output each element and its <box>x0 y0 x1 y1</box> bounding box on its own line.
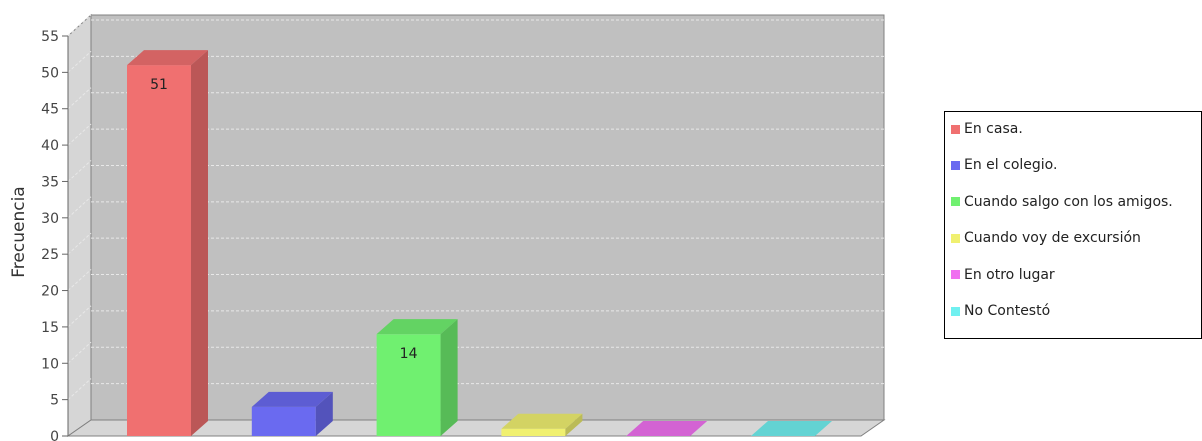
gridlines <box>67 14 884 401</box>
gridline-side <box>67 305 92 328</box>
bar-1: 51 <box>127 50 208 436</box>
legend-swatch <box>951 270 960 280</box>
legend-label: Cuando salgo con los amigos. <box>964 193 1173 210</box>
bar-side <box>191 50 208 436</box>
y-tick-label: 15 <box>41 320 59 336</box>
legend-swatch <box>951 197 960 207</box>
legend-label: Cuando voy de excursión <box>964 230 1141 247</box>
y-tick-label: 55 <box>41 29 59 45</box>
bar-side <box>440 319 458 436</box>
gridline-side <box>67 269 92 291</box>
bar-5 <box>626 421 708 436</box>
y-tick-label: 45 <box>41 102 59 118</box>
legend-item: Cuando salgo con los amigos. <box>951 191 1173 213</box>
legend-swatch <box>951 306 960 316</box>
legend-label: En el colegio. <box>964 157 1058 174</box>
bar-top <box>501 413 583 429</box>
gridline-side <box>67 378 92 401</box>
bar-2 <box>251 391 333 436</box>
bars: 51 14 <box>127 50 832 436</box>
bar-6 <box>751 421 832 436</box>
legend-item: En el colegio. <box>951 154 1057 176</box>
bar-top <box>127 50 208 66</box>
gridline-side <box>67 87 92 110</box>
data-label: 51 <box>150 77 168 93</box>
legend-label: En otro lugar <box>964 266 1055 283</box>
y-tick-label: 5 <box>50 393 59 409</box>
gridline-side <box>67 232 92 255</box>
legend-label: En casa. <box>964 121 1023 137</box>
y-axis-label: Frecuencia <box>9 186 29 277</box>
bar-front <box>251 406 316 436</box>
y-tick-label: 35 <box>41 174 59 190</box>
gridline-side <box>67 341 92 364</box>
y-tick-label: 20 <box>41 284 59 300</box>
bar-top <box>376 319 458 335</box>
y-axis: 0 5 10 15 20 25 30 35 40 45 50 55 <box>41 29 69 441</box>
gridline-side <box>67 123 92 146</box>
y-tick-label: 10 <box>41 356 59 372</box>
legend: En casa. En el colegio. Cuando salgo con l… <box>944 111 1202 339</box>
bar-chart: 0 5 10 15 20 25 30 35 40 45 50 55 51 14 Frecuencia <box>9 13 886 441</box>
legend-swatch <box>951 160 960 170</box>
bar-front <box>501 428 566 436</box>
bar-side <box>315 391 333 436</box>
legend-item: En casa. <box>951 118 1023 140</box>
gridline-side <box>67 196 92 219</box>
gridline-side <box>67 50 92 73</box>
y-tick-label: 30 <box>41 211 59 227</box>
legend-swatch <box>951 124 960 134</box>
bar-front <box>376 334 441 436</box>
y-tick-label: 40 <box>41 138 59 154</box>
bar-4 <box>501 413 583 436</box>
y-tick-label: 0 <box>50 429 59 441</box>
bar-top <box>751 421 832 436</box>
y-tick-label: 25 <box>41 247 59 263</box>
plot-side-wall <box>67 13 92 437</box>
legend-item: En otro lugar <box>951 264 1055 286</box>
bar-top <box>626 421 708 436</box>
bar-3: 14 <box>376 319 458 436</box>
gridline-side <box>67 14 92 37</box>
legend-item: Cuando voy de excursión <box>951 227 1141 249</box>
gridline-side <box>67 160 92 182</box>
legend-swatch <box>951 233 960 243</box>
legend-label: No Contestó <box>964 303 1051 319</box>
plot-back-wall <box>90 14 885 421</box>
bar-front <box>127 65 191 436</box>
data-label: 14 <box>400 346 418 362</box>
y-tick-label: 50 <box>41 65 59 81</box>
legend-item: No Contestó <box>951 300 1050 322</box>
bar-top <box>251 391 333 407</box>
bar-side <box>565 413 583 436</box>
